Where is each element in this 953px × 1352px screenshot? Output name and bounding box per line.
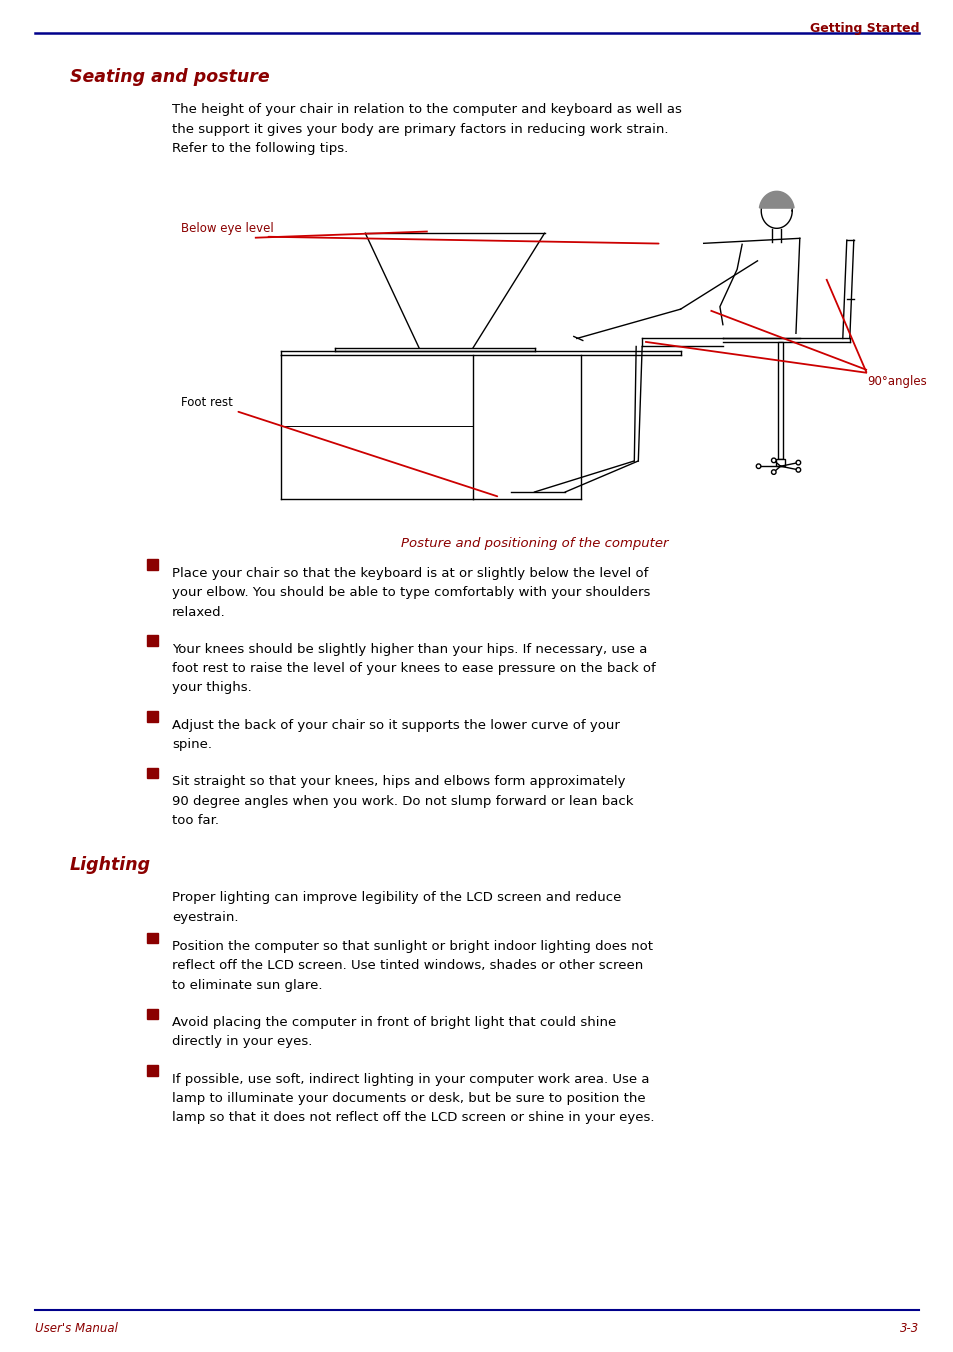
Bar	[147, 768, 157, 779]
Text: Sit straight so that your knees, hips and elbows form approximately: Sit straight so that your knees, hips an…	[172, 775, 625, 788]
Bar	[147, 1009, 157, 1019]
Text: User's Manual: User's Manual	[35, 1322, 118, 1334]
Bar	[147, 933, 157, 944]
Text: Place your chair so that the keyboard is at or slightly below the level of: Place your chair so that the keyboard is…	[172, 566, 648, 580]
Bar	[147, 711, 157, 722]
Text: lamp so that it does not reflect off the LCD screen or shine in your eyes.: lamp so that it does not reflect off the…	[172, 1111, 654, 1125]
Text: Position the computer so that sunlight or bright indoor lighting does not: Position the computer so that sunlight o…	[172, 940, 652, 953]
Circle shape	[795, 460, 800, 465]
Circle shape	[771, 458, 775, 462]
Text: Foot rest: Foot rest	[180, 396, 233, 408]
Text: to eliminate sun glare.: to eliminate sun glare.	[172, 979, 322, 992]
Text: Avoid placing the computer in front of bright light that could shine: Avoid placing the computer in front of b…	[172, 1015, 616, 1029]
Text: your elbow. You should be able to type comfortably with your shoulders: your elbow. You should be able to type c…	[172, 585, 650, 599]
Text: Lighting: Lighting	[70, 856, 151, 873]
Text: eyestrain.: eyestrain.	[172, 910, 238, 923]
Text: Below eye level: Below eye level	[180, 222, 274, 235]
Polygon shape	[759, 192, 793, 208]
Text: 3-3: 3-3	[899, 1322, 918, 1334]
Text: Your knees should be slightly higher than your hips. If necessary, use a: Your knees should be slightly higher tha…	[172, 642, 647, 656]
Text: Getting Started: Getting Started	[809, 22, 918, 35]
Text: foot rest to raise the level of your knees to ease pressure on the back of: foot rest to raise the level of your kne…	[172, 662, 655, 675]
Text: Proper lighting can improve legibility of the LCD screen and reduce: Proper lighting can improve legibility o…	[172, 891, 620, 904]
Text: reflect off the LCD screen. Use tinted windows, shades or other screen: reflect off the LCD screen. Use tinted w…	[172, 960, 642, 972]
Circle shape	[795, 468, 800, 472]
Text: Posture and positioning of the computer: Posture and positioning of the computer	[400, 537, 667, 549]
Circle shape	[756, 464, 760, 469]
Bar	[776, 460, 784, 466]
Text: 90°angles: 90°angles	[866, 375, 926, 388]
Text: If possible, use soft, indirect lighting in your computer work area. Use a: If possible, use soft, indirect lighting…	[172, 1072, 649, 1086]
Bar	[147, 635, 157, 646]
Text: Adjust the back of your chair so it supports the lower curve of your: Adjust the back of your chair so it supp…	[172, 718, 619, 731]
Circle shape	[771, 469, 775, 475]
Text: directly in your eyes.: directly in your eyes.	[172, 1036, 312, 1049]
Text: relaxed.: relaxed.	[172, 606, 226, 618]
Text: Refer to the following tips.: Refer to the following tips.	[172, 142, 348, 155]
Text: 90 degree angles when you work. Do not slump forward or lean back: 90 degree angles when you work. Do not s…	[172, 795, 633, 807]
Text: the support it gives your body are primary factors in reducing work strain.: the support it gives your body are prima…	[172, 123, 668, 135]
Bar	[778, 342, 782, 460]
Text: lamp to illuminate your documents or desk, but be sure to position the: lamp to illuminate your documents or des…	[172, 1092, 645, 1105]
Bar	[147, 1065, 157, 1076]
Text: too far.: too far.	[172, 814, 219, 827]
Text: spine.: spine.	[172, 738, 212, 750]
Text: Seating and posture: Seating and posture	[70, 68, 270, 87]
Text: The height of your chair in relation to the computer and keyboard as well as: The height of your chair in relation to …	[172, 103, 681, 116]
Bar	[147, 560, 157, 569]
Text: your thighs.: your thighs.	[172, 681, 252, 695]
